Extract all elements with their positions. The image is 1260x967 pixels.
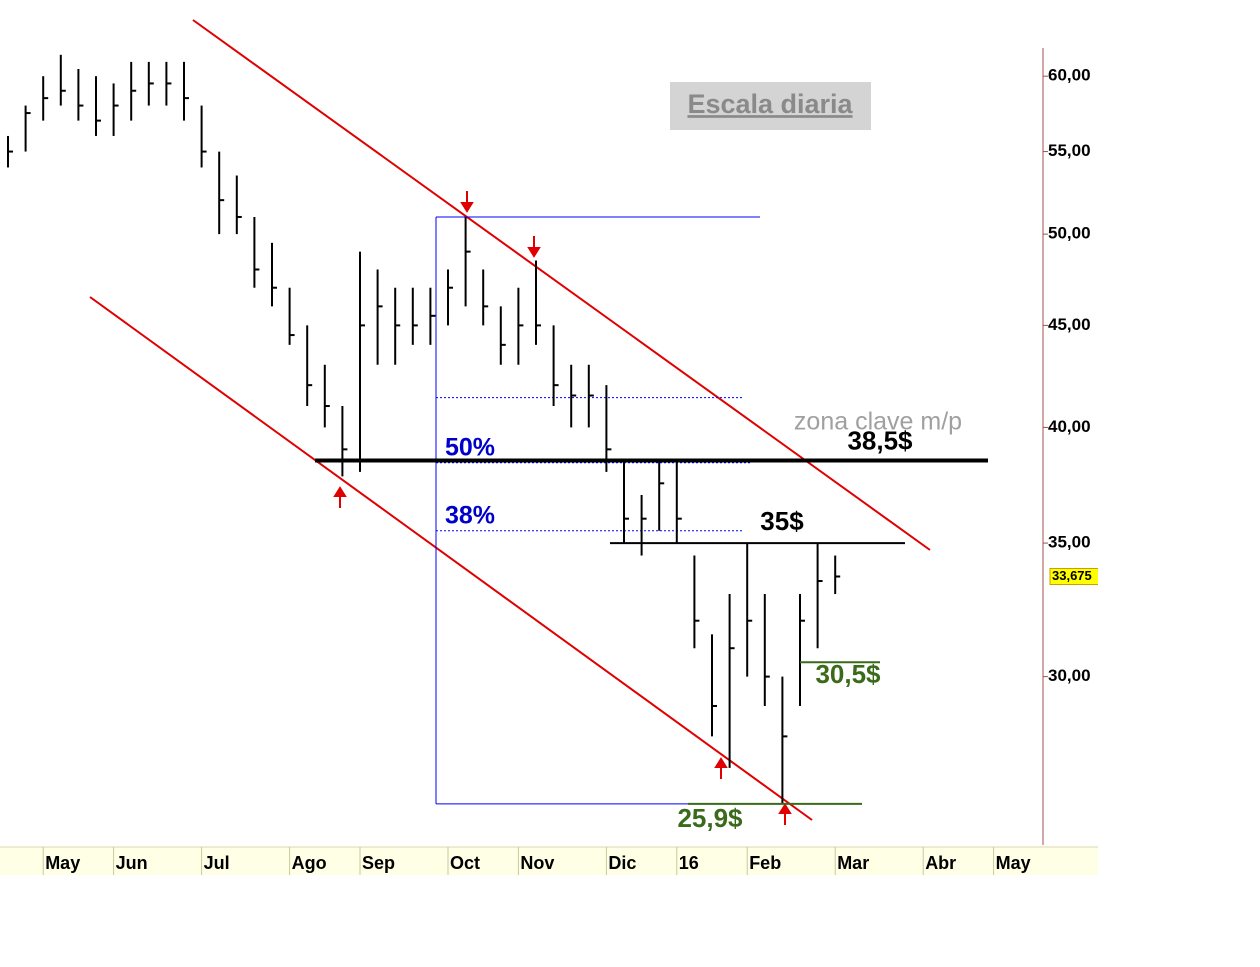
x-tick-label: Mar <box>837 853 869 873</box>
channel-lower <box>89 296 813 821</box>
x-tick-label: Jul <box>204 853 230 873</box>
y-tick-label: 50,00 <box>1048 224 1091 243</box>
x-tick-label: Oct <box>450 853 480 873</box>
x-tick-label: Feb <box>749 853 781 873</box>
level-label: 35$ <box>760 506 804 536</box>
x-tick-label: Sep <box>362 853 395 873</box>
title-box <box>670 82 871 130</box>
x-tick-label: Jun <box>116 853 148 873</box>
y-tick-label: 30,00 <box>1048 666 1091 685</box>
y-tick-label: 45,00 <box>1048 315 1091 334</box>
x-axis-band <box>0 847 1098 875</box>
x-tick-label: 16 <box>679 853 699 873</box>
y-tick-label: 60,00 <box>1048 66 1091 85</box>
x-tick-label: Dic <box>608 853 636 873</box>
fib-label: 38% <box>445 501 495 529</box>
level-label: 25,9$ <box>677 803 743 833</box>
price-bars <box>7 54 841 804</box>
x-tick-label: Nov <box>520 853 554 873</box>
x-tick-label: Abr <box>925 853 956 873</box>
x-tick-label: May <box>45 853 80 873</box>
y-tick-label: 55,00 <box>1048 141 1091 160</box>
level-label: 38,5$ <box>847 425 913 455</box>
last-price: 33,675 <box>1049 568 1098 586</box>
annotation: zona clave m/p <box>794 408 962 436</box>
x-tick-label: Ago <box>292 853 327 873</box>
x-tick-label: May <box>996 853 1031 873</box>
fib-label: 50% <box>445 433 495 461</box>
last-price-box <box>1049 568 1098 586</box>
arrows <box>333 191 792 825</box>
level-label: 30,5$ <box>815 659 881 689</box>
last-price-label: 33,675 <box>1052 568 1092 583</box>
chart-title: Escala diaria <box>687 89 853 119</box>
y-tick-label: 40,00 <box>1048 417 1091 436</box>
y-tick-label: 35,00 <box>1048 533 1091 552</box>
